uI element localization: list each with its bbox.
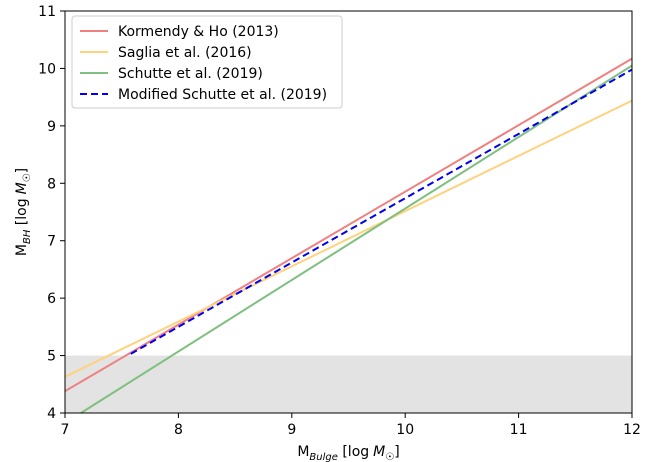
x-axis: 7 8 9 10 11 12 bbox=[61, 413, 641, 438]
y-tick-label: 7 bbox=[47, 234, 56, 250]
series-line-0 bbox=[64, 57, 633, 393]
legend-label-3: Modified Schutte et al. (2019) bbox=[118, 87, 327, 103]
y-tick-label: 9 bbox=[47, 119, 56, 135]
x-tick-label: 12 bbox=[623, 422, 641, 438]
series-line-3 bbox=[130, 68, 633, 355]
x-axis-label: MBulge [log M☉] bbox=[297, 444, 399, 462]
y-tick-label: 5 bbox=[47, 349, 56, 365]
plot-frame bbox=[64, 10, 633, 414]
y-tick-label: 6 bbox=[47, 291, 56, 307]
y-axis-label: MBH [logM☉] bbox=[14, 168, 33, 256]
x-tick-label: 8 bbox=[174, 422, 183, 438]
y-tick-label: 11 bbox=[38, 4, 56, 20]
series-line-2 bbox=[80, 64, 633, 414]
x-tick-label: 11 bbox=[510, 422, 528, 438]
x-tick-label: 10 bbox=[396, 422, 414, 438]
legend-label-2: Schutte et al. (2019) bbox=[118, 66, 263, 82]
y-tick-label: 10 bbox=[38, 61, 56, 77]
y-tick-label: 4 bbox=[47, 406, 56, 422]
series-layer bbox=[64, 57, 633, 414]
legend-box bbox=[71, 15, 343, 109]
y-axis: 4 5 6 7 8 9 10 11 bbox=[38, 4, 65, 422]
x-tick-label: 9 bbox=[287, 422, 296, 438]
x-tick-label: 7 bbox=[61, 422, 70, 438]
legend-label-0: Kormendy & Ho (2013) bbox=[118, 24, 279, 40]
shaded-region bbox=[65, 355, 632, 413]
series-line-1 bbox=[64, 99, 633, 378]
legend: Kormendy & Ho (2013) Saglia et al. (2016)… bbox=[71, 15, 343, 109]
legend-label-1: Saglia et al. (2016) bbox=[118, 45, 252, 61]
y-tick-label: 8 bbox=[47, 176, 56, 192]
